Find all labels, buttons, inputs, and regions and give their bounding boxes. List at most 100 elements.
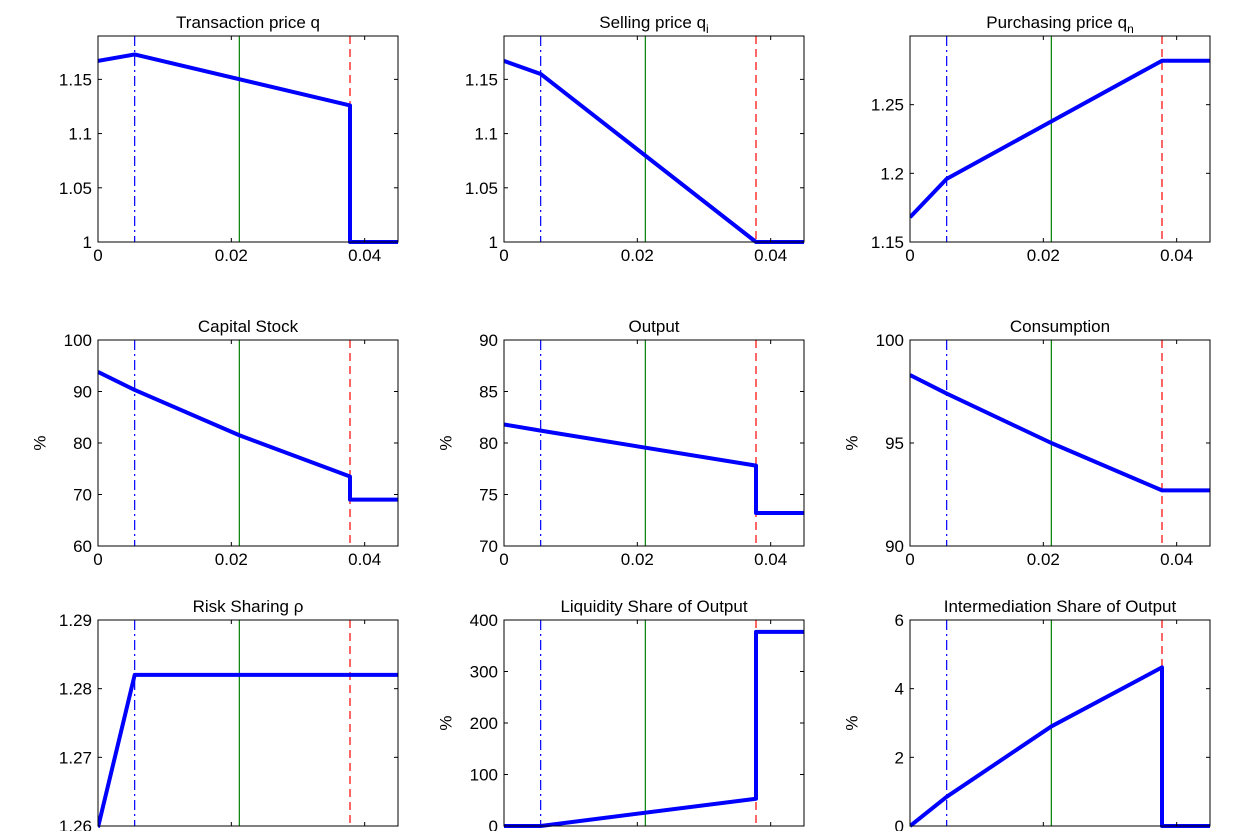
- y-tick-label: 90: [885, 537, 904, 556]
- chart-title: Transaction price q: [176, 13, 320, 32]
- y-axis-label: %: [842, 435, 861, 450]
- y-tick-label: 1.28: [59, 680, 92, 699]
- chart-title-main: Capital Stock: [198, 317, 299, 336]
- y-tick-label: 100: [876, 331, 904, 350]
- axes-box: [909, 35, 1211, 243]
- subplot-2: Selling price qi 0 0.02 0.04 1 1.05 1.1 1.15: [465, 13, 805, 265]
- y-tick-label: 100: [470, 766, 498, 785]
- y-tick-label: 2: [895, 748, 904, 767]
- y-tick-label: 1.05: [59, 179, 92, 198]
- x-tick-label: 0: [499, 246, 508, 265]
- chart-title: Purchasing price qn: [986, 13, 1134, 36]
- chart-title-main: Risk Sharing ρ: [193, 597, 304, 616]
- subplot-4: Capital Stock% 0 0.02 0.04 60 70 80 90 100: [30, 317, 399, 569]
- chart-title: Output: [628, 317, 679, 336]
- y-tick-label: 1.25: [871, 96, 904, 115]
- chart-title: Intermediation Share of Output: [944, 597, 1177, 616]
- chart-title-main: Selling price q: [599, 13, 706, 32]
- chart-title-subscript: n: [1127, 22, 1134, 36]
- y-tick-label: 70: [479, 537, 498, 556]
- data-series-line: [98, 52, 398, 244]
- y-tick-label: 90: [73, 383, 92, 402]
- subplot-3: Purchasing price qn 0 0.02 0.04 1.15 1.2 1.25: [871, 13, 1211, 265]
- data-series-line: [98, 370, 398, 502]
- chart-title: Liquidity Share of Output: [560, 597, 747, 616]
- subplot-8: Liquidity Share of Output%00.020.0401002…: [436, 597, 805, 831]
- y-tick-label: 1.27: [59, 748, 92, 767]
- axes-box: [97, 35, 399, 243]
- y-axis-label: %: [436, 435, 455, 450]
- chart-title-main: Transaction price q: [176, 13, 320, 32]
- y-tick-label: 1.1: [68, 125, 92, 144]
- data-series-line: [910, 58, 1210, 219]
- y-tick-label: 80: [73, 434, 92, 453]
- y-tick-label: 1.05: [465, 179, 498, 198]
- y-tick-label: 95: [885, 434, 904, 453]
- data-series-line: [504, 59, 804, 244]
- y-tick-label: 4: [895, 680, 904, 699]
- y-axis-label: %: [30, 435, 49, 450]
- y-tick-label: 1: [83, 233, 92, 252]
- axes-box: [909, 339, 1211, 547]
- chart-title: Selling price qi: [599, 13, 708, 36]
- x-tick-label: 0.02: [215, 246, 248, 265]
- y-tick-label: 6: [895, 611, 904, 630]
- y-tick-label: 1.1: [474, 125, 498, 144]
- y-tick-label: 85: [479, 383, 498, 402]
- y-tick-label: 300: [470, 663, 498, 682]
- subplot-1: Transaction price q 0 0.02 0.04 1 1.05 1.1 1.15: [59, 13, 399, 265]
- x-tick-label: 0.02: [215, 550, 248, 569]
- y-tick-label: 90: [479, 331, 498, 350]
- x-tick-label: 0: [499, 550, 508, 569]
- x-tick-label: 0.04: [348, 246, 381, 265]
- x-tick-label: 0.04: [348, 550, 381, 569]
- data-series-line: [910, 665, 1210, 828]
- x-tick-label: 0.04: [1160, 550, 1193, 569]
- axes-box: [97, 339, 399, 547]
- x-tick-label: 0.02: [621, 246, 654, 265]
- chart-title-main: Liquidity Share of Output: [560, 597, 747, 616]
- chart-title-main: Purchasing price q: [986, 13, 1127, 32]
- x-tick-label: 0.02: [1027, 550, 1060, 569]
- y-tick-label: 1.26: [59, 817, 92, 831]
- y-tick-label: 200: [470, 714, 498, 733]
- y-tick-label: 1.15: [465, 70, 498, 89]
- x-tick-label: 0.02: [1027, 246, 1060, 265]
- y-axis-label: %: [436, 715, 455, 730]
- subplot-7: Risk Sharing ρ00.020.041.261.271.281.29: [59, 597, 399, 831]
- y-tick-label: 0: [895, 817, 904, 831]
- x-tick-label: 0: [905, 550, 914, 569]
- y-tick-label: 1.29: [59, 611, 92, 630]
- y-tick-label: 1.15: [59, 70, 92, 89]
- y-tick-label: 75: [479, 486, 498, 505]
- axes-box: [503, 339, 805, 547]
- x-tick-label: 0: [93, 550, 102, 569]
- y-tick-label: 1.2: [880, 164, 904, 183]
- chart-title-main: Output: [628, 317, 679, 336]
- axes-box: [503, 35, 805, 243]
- chart-title: Capital Stock: [198, 317, 299, 336]
- chart-title: Consumption: [1010, 317, 1110, 336]
- y-tick-label: 70: [73, 486, 92, 505]
- data-series-line: [504, 422, 804, 516]
- axes-box: [503, 619, 805, 827]
- data-series-line: [98, 672, 398, 828]
- chart-title-subscript: i: [706, 22, 709, 36]
- y-tick-label: 100: [64, 331, 92, 350]
- x-tick-label: 0.04: [754, 550, 787, 569]
- chart-title-main: Intermediation Share of Output: [944, 597, 1177, 616]
- y-tick-label: 80: [479, 434, 498, 453]
- data-series-line: [910, 373, 1210, 493]
- axes-box: [97, 619, 399, 827]
- subplot-6: Consumption% 0 0.02 0.04 90 95 100: [842, 317, 1211, 569]
- x-tick-label: 0.04: [1160, 246, 1193, 265]
- y-tick-label: 0: [489, 817, 498, 831]
- chart-title: Risk Sharing ρ: [193, 597, 304, 616]
- y-axis-label: %: [842, 715, 861, 730]
- chart-title-main: Consumption: [1010, 317, 1110, 336]
- y-tick-label: 60: [73, 537, 92, 556]
- y-tick-label: 1: [489, 233, 498, 252]
- data-series-line: [504, 629, 804, 828]
- y-tick-label: 1.15: [871, 233, 904, 252]
